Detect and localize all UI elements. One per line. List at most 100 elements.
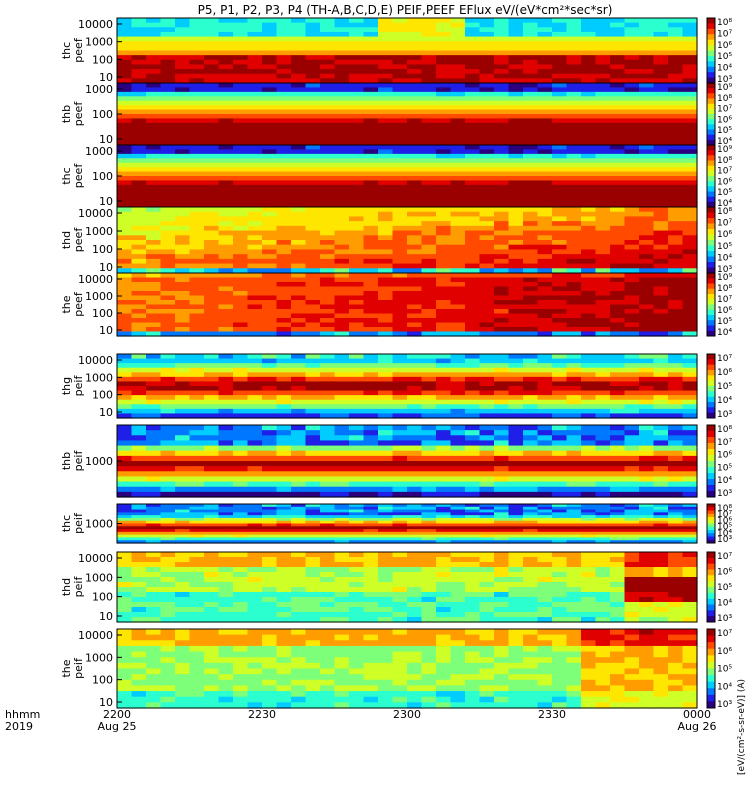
heatmap-cell	[552, 202, 568, 208]
heatmap-cell	[653, 395, 669, 401]
heatmap-cell	[610, 91, 626, 97]
heatmap-cell	[436, 300, 452, 306]
heatmap-cell	[595, 537, 611, 541]
heatmap-cell	[233, 390, 249, 396]
heatmap-cell	[305, 318, 321, 324]
heatmap-cell	[465, 372, 481, 378]
heatmap	[117, 145, 698, 208]
heatmap-cell	[552, 354, 568, 360]
heatmap-cell	[552, 162, 568, 168]
heatmap-cell	[479, 162, 495, 168]
heatmap-cell	[537, 207, 553, 213]
heatmap-cell	[653, 363, 669, 369]
heatmap-cell	[479, 109, 495, 115]
heatmap-cell	[450, 327, 466, 333]
heatmap-cell	[523, 31, 539, 38]
heatmap-cell	[305, 300, 321, 306]
heatmap-cell	[320, 450, 336, 457]
colorbar-tick-label: 10⁴	[717, 396, 732, 406]
colorbar-tick-label: 10⁹	[717, 145, 732, 155]
heatmap-cell	[305, 244, 321, 251]
heatmap-cell	[305, 531, 321, 536]
heatmap-cell	[421, 249, 437, 255]
heatmap-cell	[291, 517, 307, 522]
heatmap-cell	[160, 557, 176, 563]
heatmap-cell	[334, 171, 350, 177]
heatmap-cell	[595, 413, 611, 419]
heatmap-cell	[363, 45, 379, 52]
heatmap-cell	[624, 216, 640, 222]
heatmap-cell	[566, 211, 582, 218]
colorbar-swatch	[707, 491, 715, 495]
heatmap-cell	[523, 189, 539, 195]
heatmap-cell	[421, 45, 437, 52]
colorbar-swatch	[707, 530, 715, 533]
heatmap-cell	[523, 354, 539, 360]
heatmap-cell	[247, 607, 263, 613]
heatmap-cell	[479, 390, 495, 396]
heatmap-cell	[523, 445, 539, 452]
heatmap-cell	[436, 504, 452, 508]
heatmap-cell	[624, 176, 640, 182]
heatmap-cell	[146, 572, 162, 578]
heatmap-cell	[450, 520, 466, 525]
heatmap-cell	[378, 263, 394, 269]
heatmap-cell	[508, 45, 524, 52]
heatmap-cell	[305, 64, 321, 70]
colorbar-tick-label: 10⁸	[717, 94, 732, 104]
heatmap-cell	[682, 461, 698, 467]
heatmap-cell	[610, 295, 626, 301]
heatmap-cell	[363, 198, 379, 204]
heatmap-cell	[465, 240, 481, 246]
heatmap-cell	[363, 358, 379, 364]
heatmap-cell	[668, 304, 684, 310]
heatmap-cell	[392, 404, 408, 410]
heatmap-cell	[450, 313, 466, 319]
heatmap-cell	[639, 91, 655, 97]
heatmap-cell	[204, 189, 220, 195]
heatmap-cell	[334, 122, 350, 128]
heatmap-cell	[639, 466, 655, 472]
heatmap-cell	[479, 309, 495, 315]
heatmap-cell	[131, 592, 147, 598]
heatmap-cell	[595, 249, 611, 255]
heatmap-cell	[436, 127, 452, 133]
heatmap-cell	[639, 263, 655, 269]
heatmap-cell	[247, 481, 263, 488]
heatmap-cell	[494, 282, 510, 288]
heatmap-cell	[363, 476, 379, 483]
heatmap-cell	[668, 158, 684, 164]
heatmap-cell	[537, 221, 553, 227]
heatmap-cell	[175, 244, 191, 251]
heatmap-cell	[175, 413, 191, 419]
heatmap-cell	[117, 221, 133, 227]
heatmap-cell	[320, 399, 336, 405]
heatmap-cell	[117, 509, 133, 513]
heatmap-cell	[363, 486, 379, 493]
heatmap-cell	[320, 531, 336, 536]
heatmap-cell	[262, 602, 278, 608]
heatmap-cell	[639, 395, 655, 401]
heatmap-cell	[146, 193, 162, 199]
heatmap-cell	[610, 193, 626, 199]
heatmap-cell	[189, 607, 205, 613]
heatmap-cell	[349, 268, 365, 274]
heatmap-cell	[552, 534, 568, 539]
heatmap	[117, 354, 698, 419]
heatmap-cell	[146, 531, 162, 536]
heatmap-cell	[175, 100, 191, 106]
heatmap-cell	[247, 531, 263, 536]
heatmap-cell	[465, 517, 481, 522]
heatmap-cell	[233, 486, 249, 493]
heatmap-cell	[639, 202, 655, 208]
heatmap-cell	[682, 509, 698, 513]
heatmap-cell	[668, 64, 684, 70]
heatmap-cell	[160, 127, 176, 133]
heatmap-cell	[537, 31, 553, 38]
heatmap-cell	[668, 486, 684, 493]
heatmap-cell	[160, 304, 176, 310]
heatmap-cell	[479, 386, 495, 392]
heatmap-cell	[421, 390, 437, 396]
heatmap-cell	[117, 45, 133, 52]
